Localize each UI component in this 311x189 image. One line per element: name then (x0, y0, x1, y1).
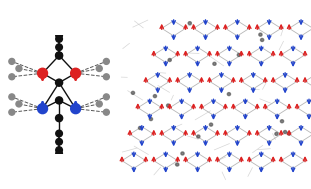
Circle shape (188, 22, 191, 25)
Circle shape (259, 33, 262, 36)
Circle shape (56, 52, 63, 59)
Circle shape (284, 131, 287, 134)
Circle shape (9, 58, 15, 64)
Circle shape (9, 94, 15, 100)
Circle shape (56, 139, 63, 145)
Circle shape (56, 44, 63, 50)
Circle shape (56, 150, 63, 157)
Circle shape (96, 101, 102, 107)
Circle shape (131, 91, 135, 94)
Circle shape (103, 94, 109, 100)
Circle shape (197, 135, 200, 138)
Circle shape (287, 132, 290, 135)
Circle shape (237, 53, 240, 57)
Circle shape (56, 97, 63, 104)
Circle shape (149, 118, 152, 121)
Circle shape (275, 132, 278, 135)
Circle shape (261, 38, 264, 41)
Circle shape (9, 74, 15, 80)
Circle shape (103, 74, 109, 80)
Circle shape (96, 66, 102, 71)
Circle shape (9, 109, 15, 115)
Circle shape (16, 101, 22, 107)
Circle shape (167, 104, 170, 107)
Circle shape (176, 163, 179, 166)
Circle shape (56, 115, 63, 122)
Circle shape (103, 58, 109, 64)
Circle shape (209, 123, 213, 126)
Circle shape (56, 130, 63, 137)
Circle shape (227, 93, 230, 96)
Circle shape (56, 36, 63, 42)
Circle shape (56, 32, 63, 39)
Circle shape (138, 126, 142, 129)
Circle shape (56, 79, 63, 86)
Circle shape (103, 109, 109, 115)
Circle shape (56, 147, 63, 153)
Circle shape (56, 52, 63, 59)
Circle shape (168, 58, 171, 61)
Circle shape (38, 104, 48, 114)
Circle shape (16, 66, 22, 71)
Circle shape (281, 120, 284, 123)
Circle shape (153, 94, 156, 98)
Circle shape (71, 104, 81, 114)
Circle shape (71, 68, 81, 78)
Circle shape (181, 152, 184, 155)
Circle shape (38, 68, 48, 78)
Circle shape (213, 62, 216, 65)
